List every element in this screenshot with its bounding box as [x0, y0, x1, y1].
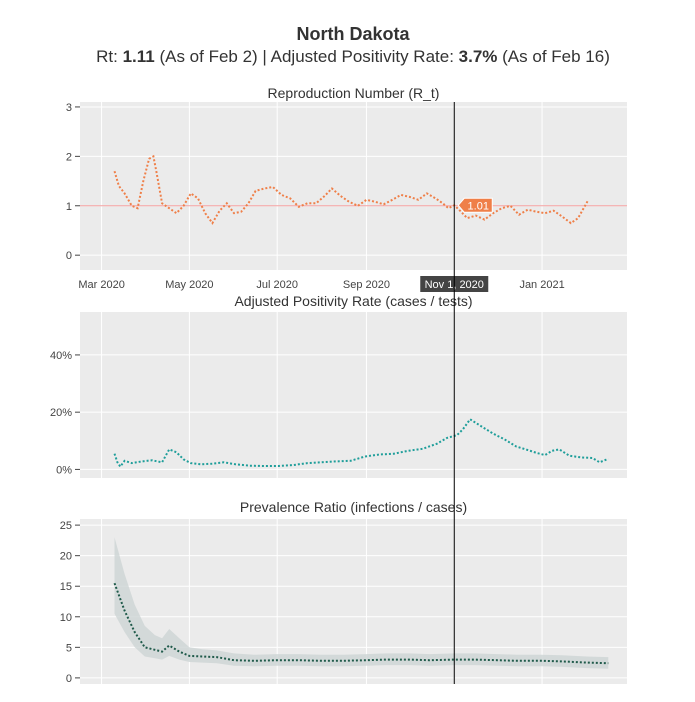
y-tick-label: 2 [66, 151, 72, 163]
panels: 0 1 2 3 Reproduction Number (R_t) Mar 2020 May… [50, 85, 627, 685]
y-tick-label: 0 [66, 673, 72, 685]
panel-title: Prevalence Ratio (infections / cases) [240, 499, 467, 515]
rt-asof: (As of Feb 2) | Adjusted Positivity Rate… [155, 47, 459, 66]
y-tick-label: 5 [66, 642, 72, 654]
y-tick-label: 25 [60, 520, 72, 532]
panel-title: Adjusted Positivity Rate (cases / tests) [234, 293, 472, 309]
rt-label: Rt: [96, 47, 122, 66]
y-tick-label: 10 [60, 612, 72, 624]
series-line [113, 582, 609, 665]
hover-value-label: 1.01 [468, 200, 489, 212]
hover-value-label-bg [457, 197, 493, 213]
panel-background [80, 312, 627, 478]
y-tick-label: 20 [60, 551, 72, 563]
panel-1: 0 1 2 3 Reproduction Number (R_t) Mar 2020 May… [66, 85, 627, 292]
panel-3: 0 5 10 15 20 25 Prevalence Ratio (infections /… [60, 499, 627, 685]
series-line [113, 154, 589, 225]
y-tick-label: 20% [50, 407, 72, 419]
confidence-band [114, 537, 609, 669]
panel-background [80, 102, 627, 270]
rt-value: 1.11 [123, 47, 155, 66]
x-tick-label: Mar 2020 [78, 279, 124, 291]
y-tick-label: 0% [56, 464, 72, 476]
panel-2: 0% 20% 40% Adjusted Positivity Rate (cases … [50, 293, 627, 478]
series-line [113, 417, 609, 469]
y-tick-label: 15 [60, 581, 72, 593]
y-tick-label: 3 [66, 102, 72, 114]
chart-title: North Dakota [296, 24, 410, 44]
y-tick-label: 0 [66, 250, 72, 262]
x-tick-label: Jan 2021 [519, 279, 564, 291]
chart-subtitle: Rt: 1.11 (As of Feb 2) | Adjusted Positi… [96, 47, 610, 66]
x-tick-label: Sep 2020 [343, 279, 390, 291]
panel-title: Reproduction Number (R_t) [268, 85, 440, 101]
x-tick-label: May 2020 [165, 279, 213, 291]
y-tick-label: 40% [50, 350, 72, 362]
positivity-asof: (As of Feb 16) [497, 47, 609, 66]
x-tick-label: Jul 2020 [256, 279, 298, 291]
positivity-value: 3.7% [459, 47, 498, 66]
y-tick-label: 1 [66, 201, 72, 213]
